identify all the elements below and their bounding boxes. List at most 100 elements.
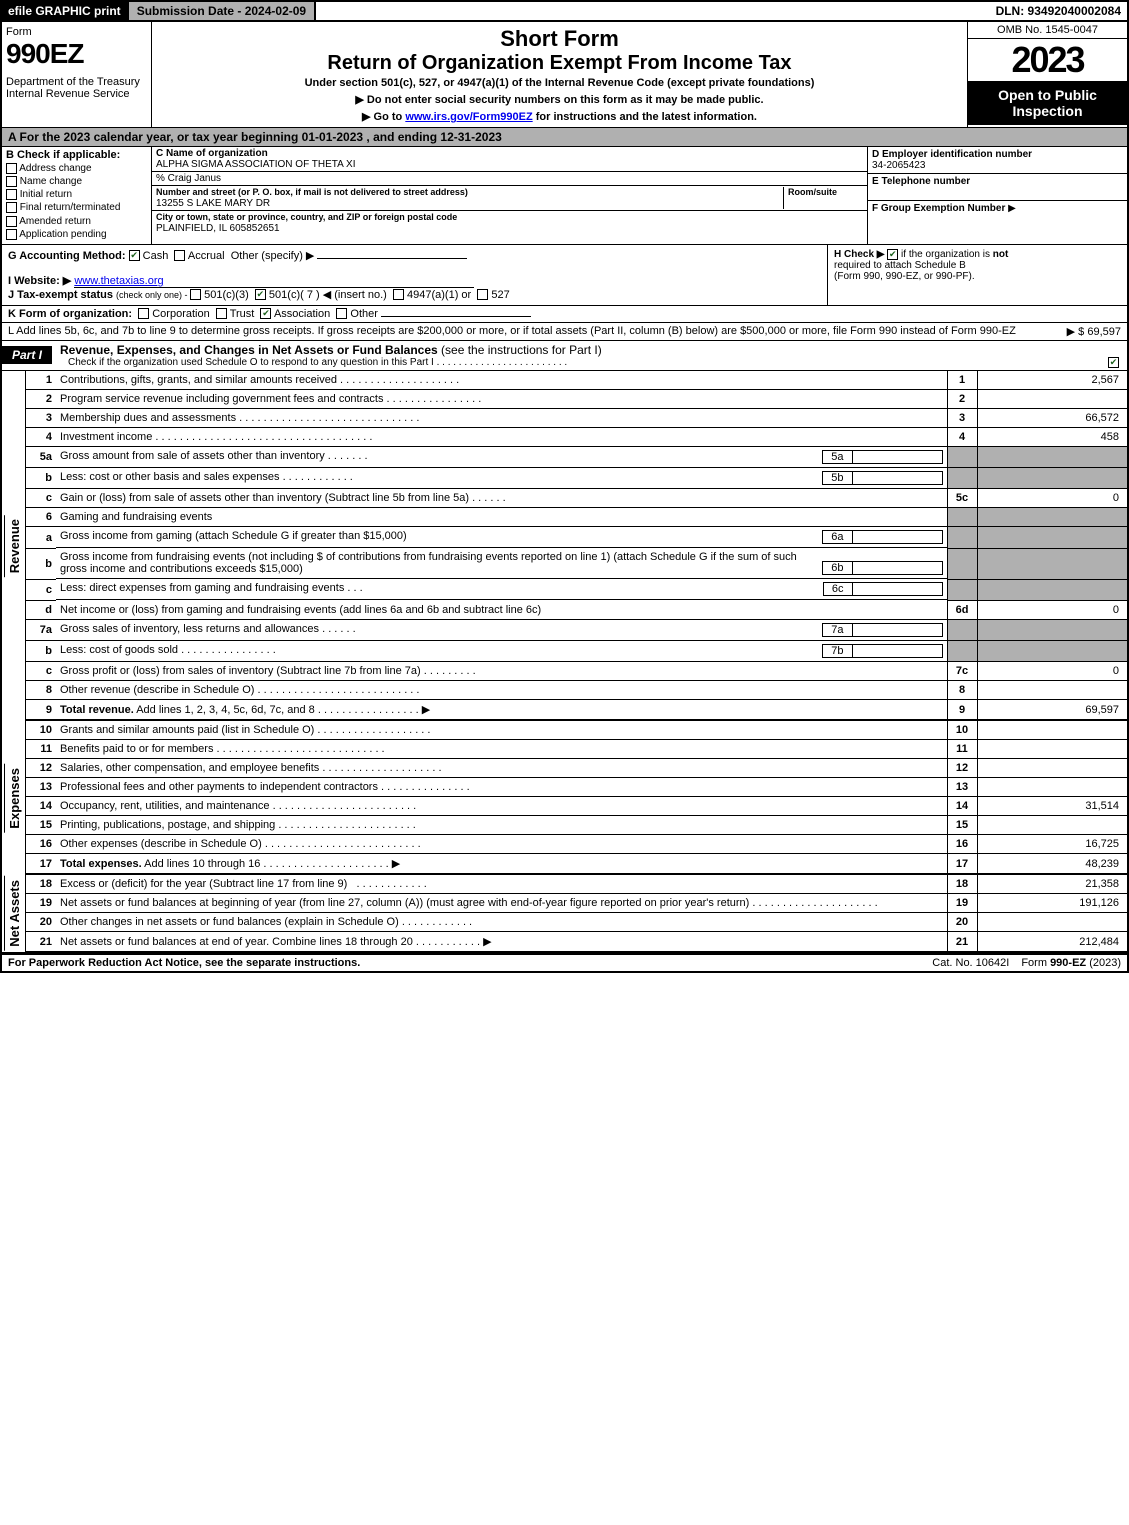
box-e-label: E Telephone number [872, 176, 970, 187]
form-word: Form [6, 26, 147, 38]
assoc-label: Association [274, 308, 330, 320]
main-title: Return of Organization Exempt From Incom… [160, 52, 959, 75]
dept-label: Department of the Treasury [6, 76, 147, 88]
revenue-table: 1Contributions, gifts, grants, and simil… [26, 371, 1127, 722]
line-11: 11Benefits paid to or for members . . . … [26, 740, 1127, 759]
part-1-check-line: Check if the organization used Schedule … [68, 357, 434, 368]
net-assets-section: Net Assets 18Excess or (deficit) for the… [0, 875, 1129, 954]
box-c-label: C Name of organization [156, 148, 268, 159]
box-f-arrow: ▶ [1008, 203, 1016, 214]
cb-accrual[interactable] [174, 250, 185, 261]
cb-name-change[interactable]: Name change [6, 176, 147, 187]
line-h-post: if the organization is [901, 249, 993, 260]
revenue-tab: Revenue [4, 515, 24, 577]
cb-501c3[interactable] [190, 289, 201, 300]
room-label: Room/suite [788, 187, 837, 197]
cb-amended-return[interactable]: Amended return [6, 216, 147, 227]
line-i-label: I Website: ▶ [8, 275, 71, 287]
cb-h[interactable] [887, 249, 898, 260]
instr2-post: for instructions and the latest informat… [533, 111, 757, 123]
line-a-pre: A For the 2023 calendar year, or tax yea… [8, 130, 302, 144]
instr2-pre: ▶ Go to [362, 111, 405, 123]
line-6b: bGross income from fundraising events (n… [26, 548, 1127, 579]
line-3: 3Membership dues and assessments . . . .… [26, 408, 1127, 427]
cb-final-return-label: Final return/terminated [20, 203, 121, 214]
instruction-2: ▶ Go to www.irs.gov/Form990EZ for instru… [160, 110, 959, 123]
line-17: 17Total expenses. Add lines 10 through 1… [26, 854, 1127, 875]
part-1-label: Part I [2, 346, 52, 364]
line-j-label: J Tax-exempt status [8, 289, 116, 301]
website-link[interactable]: www.thetaxias.org [74, 275, 474, 288]
header-right: OMB No. 1545-0047 2023 Open to Public In… [967, 22, 1127, 127]
instruction-1: ▶ Do not enter social security numbers o… [160, 93, 959, 106]
cb-527[interactable] [477, 289, 488, 300]
527-label: 527 [491, 289, 509, 301]
part-1-title: Revenue, Expenses, and Changes in Net As… [52, 341, 1127, 370]
box-b: B Check if applicable: Address change Na… [2, 147, 152, 244]
box-c: C Name of organization ALPHA SIGMA ASSOC… [152, 147, 867, 244]
other-org-input[interactable] [381, 316, 531, 317]
cb-schedule-o[interactable] [1108, 357, 1119, 368]
cb-address-change[interactable]: Address change [6, 163, 147, 174]
line-h-pre: H Check ▶ [834, 249, 887, 260]
cb-initial-return[interactable]: Initial return [6, 189, 147, 200]
line-5c: cGain or (loss) from sale of assets othe… [26, 489, 1127, 508]
ein-value: 34-2065423 [872, 160, 925, 171]
cb-trust[interactable] [216, 308, 227, 319]
short-form-title: Short Form [160, 26, 959, 52]
cb-final-return[interactable]: Final return/terminated [6, 202, 147, 213]
cb-amended-return-label: Amended return [19, 216, 91, 227]
irs-link[interactable]: www.irs.gov/Form990EZ [405, 111, 532, 123]
tax-year: 2023 [968, 39, 1127, 81]
line-h-rest1: required to attach Schedule B [834, 260, 966, 271]
line-7c: cGross profit or (loss) from sales of in… [26, 662, 1127, 681]
org-name: ALPHA SIGMA ASSOCIATION OF THETA XI [156, 159, 356, 170]
open-inspection: Open to Public Inspection [968, 81, 1127, 125]
cb-501c[interactable] [255, 289, 266, 300]
footer-right: Form 990-EZ (2023) [1015, 955, 1127, 971]
footer-center: Cat. No. 10642I [926, 955, 1015, 971]
street-value: 13255 S LAKE MARY DR [156, 198, 270, 209]
footer-form-pre: Form [1021, 957, 1050, 969]
line-20: 20Other changes in net assets or fund ba… [26, 913, 1127, 932]
501c-label: 501(c)( 7 ) ◀ (insert no.) [269, 289, 387, 301]
footer-form: 990-EZ [1050, 957, 1086, 969]
line-g: G Accounting Method: Cash Accrual Other … [2, 245, 827, 305]
line-18: 18Excess or (deficit) for the year (Subt… [26, 875, 1127, 894]
other-specify-input[interactable] [317, 258, 467, 259]
cb-assoc[interactable] [260, 308, 271, 319]
expenses-table: 10Grants and similar amounts paid (list … [26, 721, 1127, 875]
cb-cash[interactable] [129, 250, 140, 261]
efile-label[interactable]: efile GRAPHIC print [2, 2, 127, 20]
line-6c: cLess: direct expenses from gaming and f… [26, 579, 1127, 600]
line-16: 16Other expenses (describe in Schedule O… [26, 835, 1127, 854]
line-6d: dNet income or (loss) from gaming and fu… [26, 600, 1127, 619]
line-13: 13Professional fees and other payments t… [26, 778, 1127, 797]
care-of: % Craig Janus [152, 172, 867, 186]
corp-label: Corporation [152, 308, 209, 320]
line-9: 9Total revenue. Add lines 1, 2, 3, 4, 5c… [26, 700, 1127, 721]
part-1-header: Part I Revenue, Expenses, and Changes in… [0, 341, 1129, 371]
line-4: 4Investment income . . . . . . . . . . .… [26, 427, 1127, 446]
cb-application-pending-label: Application pending [19, 229, 106, 240]
subtitle: Under section 501(c), 527, or 4947(a)(1)… [160, 77, 959, 89]
line-h-rest2: (Form 990, 990-EZ, or 990-PF). [834, 271, 975, 282]
form-number: 990EZ [6, 38, 147, 70]
cb-corp[interactable] [138, 308, 149, 319]
line-g-label: G Accounting Method: [8, 250, 126, 262]
line-2: 2Program service revenue including gover… [26, 389, 1127, 408]
line-7b: bLess: cost of goods sold . . . . . . . … [26, 641, 1127, 662]
line-a: A For the 2023 calendar year, or tax yea… [0, 128, 1129, 147]
cb-4947[interactable] [393, 289, 404, 300]
submission-date: Submission Date - 2024-02-09 [127, 2, 316, 20]
line-10: 10Grants and similar amounts paid (list … [26, 721, 1127, 740]
page-footer: For Paperwork Reduction Act Notice, see … [0, 954, 1129, 973]
revenue-section: Revenue 1Contributions, gifts, grants, a… [0, 371, 1129, 722]
cb-other-org[interactable] [336, 308, 347, 319]
section-gh: G Accounting Method: Cash Accrual Other … [0, 245, 1129, 306]
net-assets-table: 18Excess or (deficit) for the year (Subt… [26, 875, 1127, 952]
cb-application-pending[interactable]: Application pending [6, 229, 147, 240]
line-5a: 5aGross amount from sale of assets other… [26, 446, 1127, 468]
line-5b: bLess: cost or other basis and sales exp… [26, 468, 1127, 489]
other-label: Other (specify) ▶ [231, 250, 315, 262]
